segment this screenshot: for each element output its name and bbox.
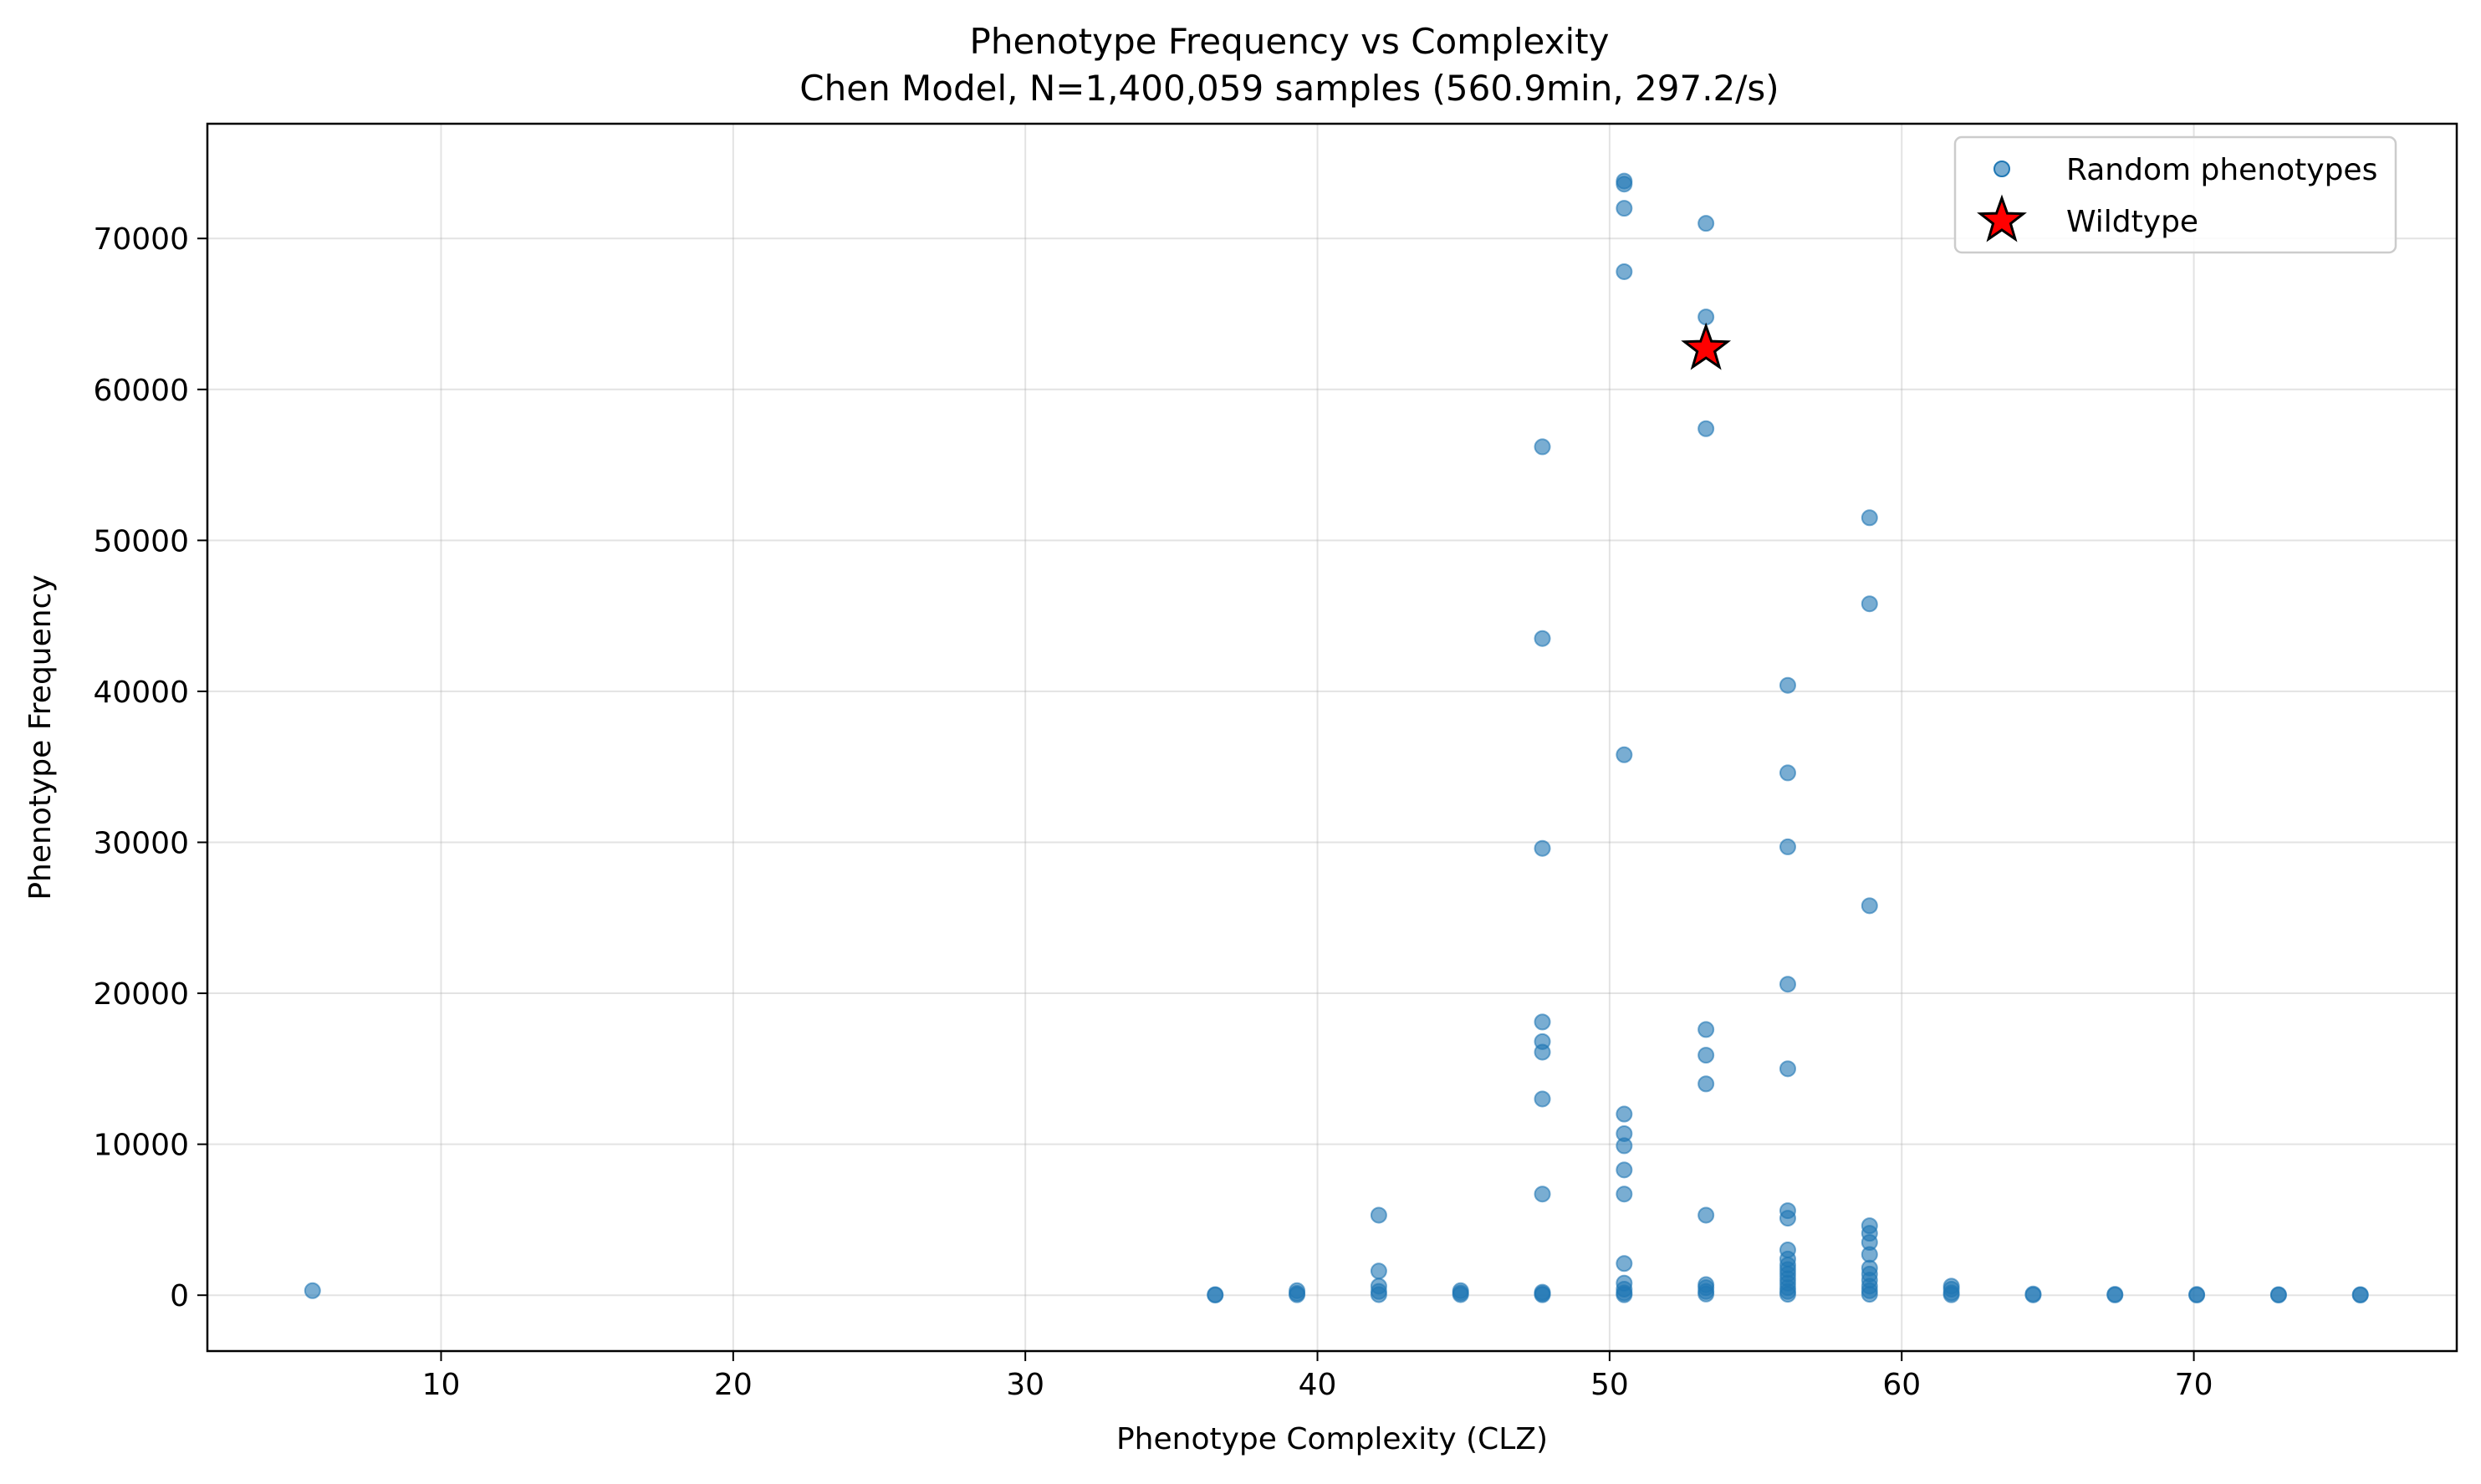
scatter-point (1779, 676, 1796, 694)
scatter-point (1616, 1186, 1633, 1203)
legend-marker-random-phenotypes (1993, 161, 2010, 177)
scatter-point (1616, 1255, 1633, 1272)
scatter-point (1697, 420, 1715, 437)
y-axis-label: Phenotype Frequency (23, 574, 58, 900)
scatter-point (1534, 1186, 1551, 1203)
scatter-point (2106, 1286, 2124, 1303)
scatter-point (1861, 1286, 1878, 1303)
scatter-point (2188, 1287, 2206, 1304)
scatter-point (1452, 1286, 1469, 1303)
y-tick-label: 70000 (93, 222, 189, 257)
scatter-point (1697, 1075, 1715, 1093)
y-tick-label: 30000 (93, 826, 189, 860)
x-tick-label: 70 (2175, 1368, 2213, 1402)
y-tick-label: 50000 (93, 524, 189, 558)
scatter-point (2351, 1287, 2369, 1304)
scatter-point (1534, 1286, 1551, 1303)
y-tick-label: 60000 (93, 374, 189, 408)
y-tick-label: 10000 (93, 1129, 189, 1163)
scatter-point (1534, 839, 1551, 857)
scatter-point (1779, 838, 1796, 855)
scatter-point (1616, 746, 1633, 763)
scatter-point (1697, 309, 1715, 326)
chart-title: Phenotype Frequency vs Complexity (970, 21, 1610, 62)
legend-label-wildtype: Wildtype (2066, 205, 2198, 239)
wildtype-point (1681, 322, 1732, 370)
scatter-point (1370, 1286, 1387, 1303)
scatter-point (1370, 1262, 1387, 1280)
y-tick-label: 40000 (93, 676, 189, 710)
scatter-point (1616, 1286, 1633, 1303)
scatter-point (1534, 1090, 1551, 1108)
axis-ticks: 10 20 30 40 50 60 70 0 10000 20000 30000 40000 50000… (93, 222, 2213, 1402)
legend-marker-wildtype (1977, 194, 2027, 242)
chart-subtitle: Chen Model, N=1,400,059 samples (560.9mi… (799, 68, 1779, 109)
scatter-point (1779, 764, 1796, 782)
x-tick-label: 20 (714, 1368, 753, 1402)
scatter-point (2024, 1286, 2042, 1303)
x-axis-label: Phenotype Complexity (CLZ) (1116, 1422, 1548, 1456)
scatter-point (1861, 897, 1878, 915)
legend-box (1953, 135, 2397, 254)
scatter-point (1616, 1105, 1633, 1123)
scatter-point (1697, 1285, 1715, 1303)
scatter-point (1370, 1206, 1387, 1224)
scatter-point (1616, 1161, 1633, 1179)
scatter-point (1207, 1287, 1224, 1304)
scatter-point (1534, 1043, 1551, 1061)
scatter-point (1779, 1286, 1796, 1303)
scatter-point (1289, 1286, 1306, 1303)
scatter-point (1779, 976, 1796, 993)
scatter-point (1779, 1210, 1796, 1227)
scatter-point (1697, 1021, 1715, 1038)
scatter-point (1616, 1137, 1633, 1155)
scatter-point (1697, 1206, 1715, 1224)
legend-label-random-phenotypes: Random phenotypes (2066, 153, 2377, 187)
x-tick-label: 50 (1590, 1368, 1629, 1402)
data-points (304, 172, 2369, 1304)
legend: Random phenotypes Wildtype (1953, 135, 2397, 254)
y-tick-label: 0 (170, 1279, 189, 1313)
x-tick-label: 10 (422, 1368, 461, 1402)
x-tick-label: 60 (1882, 1368, 1921, 1402)
scatter-point (1616, 200, 1633, 217)
scatter-point (1942, 1286, 1960, 1303)
scatter-point (304, 1282, 321, 1299)
scatter-point (1616, 263, 1633, 280)
scatter-point (1697, 215, 1715, 232)
scatter-point (1697, 1047, 1715, 1064)
plot-area-frame (206, 122, 2458, 1353)
grid-lines (207, 124, 2457, 1351)
scatter-point (1861, 509, 1878, 527)
x-tick-label: 40 (1299, 1368, 1337, 1402)
scatter-point (1534, 630, 1551, 647)
scatter-point (1534, 1013, 1551, 1031)
scatter-point (2269, 1287, 2287, 1304)
scatter-point (1861, 595, 1878, 613)
scatter-point (1534, 438, 1551, 456)
y-tick-label: 20000 (93, 977, 189, 1012)
scatter-point (1779, 1060, 1796, 1078)
x-tick-label: 30 (1006, 1368, 1044, 1402)
scatter-point (1616, 176, 1633, 193)
